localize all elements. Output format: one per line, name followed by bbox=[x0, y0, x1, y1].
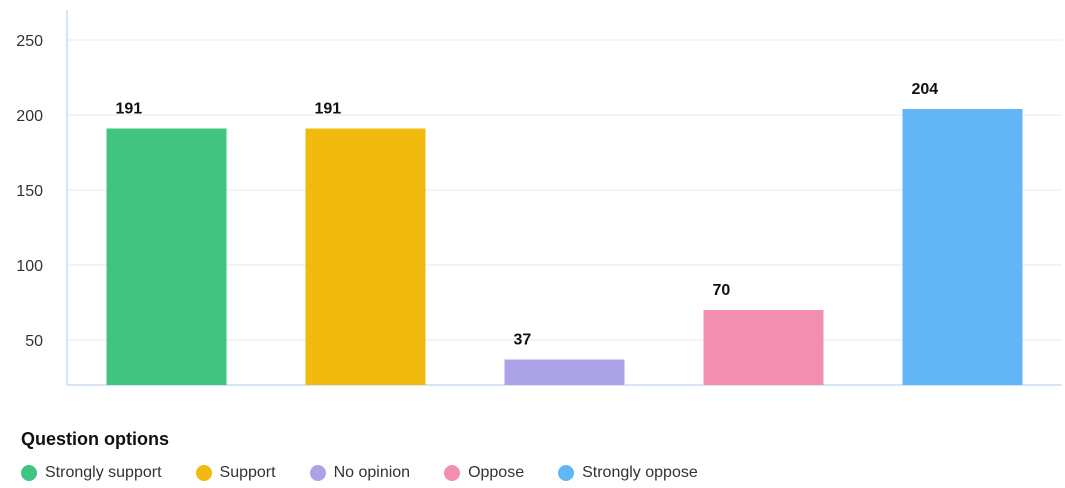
legend-label: Strongly oppose bbox=[582, 464, 698, 481]
y-tick-label: 200 bbox=[16, 108, 43, 125]
legend-label: Strongly support bbox=[45, 464, 162, 481]
legend-item[interactable]: Oppose bbox=[444, 464, 524, 482]
bar-strongly-support[interactable] bbox=[106, 128, 227, 386]
legend-label: Oppose bbox=[468, 464, 525, 481]
data-label: 204 bbox=[912, 81, 939, 98]
legend: Strongly support Support No opinion Oppose S… bbox=[21, 464, 732, 482]
legend-swatch-icon bbox=[21, 465, 37, 481]
legend-swatch-icon bbox=[309, 465, 326, 481]
legend-label: No opinion bbox=[333, 464, 411, 481]
y-tick-label: 100 bbox=[16, 258, 43, 275]
bar-chart: 50 100 150 200 250 191 191 37 70 204 bbox=[16, 10, 1062, 386]
legend-label: Support bbox=[219, 464, 276, 481]
legend-item[interactable]: Strongly support bbox=[21, 464, 162, 482]
data-label: 191 bbox=[315, 101, 342, 118]
legend-swatch-icon bbox=[558, 465, 575, 481]
legend-item[interactable]: Support bbox=[195, 464, 276, 482]
bar-strongly-oppose[interactable] bbox=[902, 109, 1023, 385]
bar-oppose[interactable] bbox=[703, 310, 824, 385]
bars bbox=[106, 109, 1023, 386]
legend-swatch-icon bbox=[195, 465, 212, 481]
y-tick-label: 250 bbox=[16, 33, 43, 50]
data-label: 37 bbox=[514, 332, 532, 349]
legend-item[interactable]: Strongly oppose bbox=[558, 464, 698, 482]
gridlines bbox=[67, 39, 1062, 341]
data-label: 70 bbox=[713, 282, 731, 299]
legend-swatch-icon bbox=[444, 465, 461, 481]
y-tick-label: 150 bbox=[16, 183, 43, 200]
bar-support[interactable] bbox=[305, 128, 426, 386]
y-tick-label: 50 bbox=[25, 333, 43, 350]
legend-item[interactable]: No opinion bbox=[309, 464, 411, 482]
bar-no-opinion[interactable] bbox=[504, 359, 625, 386]
data-labels: 191 191 37 70 204 bbox=[116, 81, 939, 349]
data-label: 191 bbox=[116, 101, 143, 118]
legend-title: Question options bbox=[21, 429, 169, 449]
